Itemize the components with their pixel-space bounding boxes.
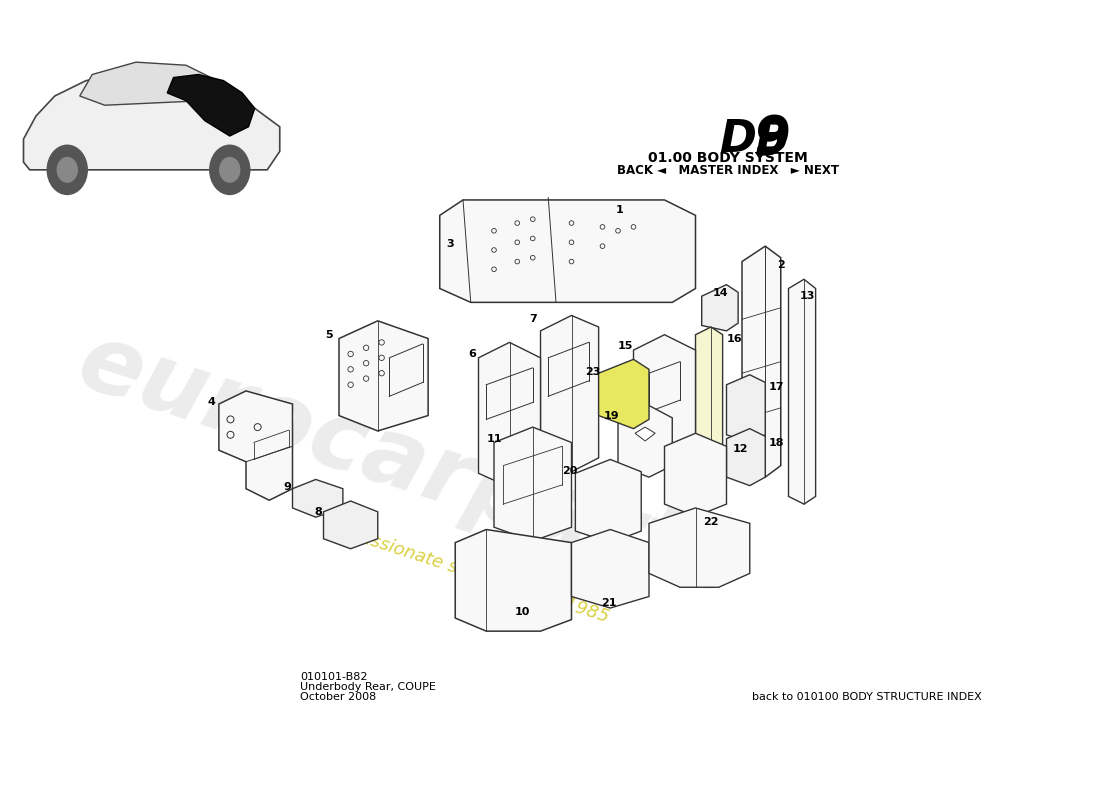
Text: 01.00 BODY SYSTEM: 01.00 BODY SYSTEM [648, 151, 807, 166]
Text: 8: 8 [315, 507, 322, 517]
Circle shape [57, 158, 77, 182]
Text: eurocarparts: eurocarparts [67, 315, 750, 616]
Text: 5: 5 [326, 330, 332, 340]
Polygon shape [635, 427, 656, 441]
Text: back to 010100 BODY STRUCTURE INDEX: back to 010100 BODY STRUCTURE INDEX [752, 692, 982, 702]
Text: 13: 13 [800, 291, 815, 302]
Text: 6: 6 [469, 349, 476, 359]
Text: 7: 7 [529, 314, 537, 324]
Text: a passionate service since 1985: a passionate service since 1985 [331, 520, 610, 626]
Text: 18: 18 [769, 438, 784, 447]
Text: BACK ◄   MASTER INDEX   ► NEXT: BACK ◄ MASTER INDEX ► NEXT [617, 164, 839, 177]
Text: 9: 9 [283, 482, 292, 492]
Polygon shape [742, 246, 781, 477]
Polygon shape [293, 479, 343, 517]
Polygon shape [79, 62, 218, 106]
Polygon shape [695, 327, 723, 466]
Polygon shape [540, 315, 598, 472]
Polygon shape [789, 279, 815, 504]
Polygon shape [649, 508, 750, 587]
Text: 4: 4 [207, 397, 216, 406]
Polygon shape [634, 334, 695, 456]
Text: 2: 2 [777, 261, 784, 270]
Polygon shape [167, 74, 255, 136]
Polygon shape [664, 434, 726, 517]
Text: 23: 23 [585, 366, 601, 377]
Text: 1: 1 [616, 205, 624, 215]
Polygon shape [598, 359, 649, 429]
Text: 17: 17 [769, 382, 784, 392]
Text: Underbody Rear, COUPE: Underbody Rear, COUPE [300, 682, 436, 692]
Polygon shape [572, 530, 649, 608]
Text: 20: 20 [562, 466, 578, 476]
Text: 21: 21 [601, 598, 616, 608]
Text: 19: 19 [604, 410, 619, 421]
Polygon shape [478, 342, 540, 487]
Polygon shape [702, 285, 738, 331]
Polygon shape [339, 321, 428, 431]
Polygon shape [726, 374, 766, 442]
Text: 14: 14 [713, 288, 728, 298]
Polygon shape [23, 74, 279, 170]
Text: 9: 9 [754, 113, 791, 165]
Polygon shape [323, 501, 377, 549]
Text: 15: 15 [618, 342, 634, 351]
Text: DB: DB [718, 118, 790, 161]
Circle shape [47, 146, 87, 194]
Text: 10: 10 [515, 607, 530, 617]
Text: 22: 22 [703, 517, 718, 527]
Text: 11: 11 [486, 434, 502, 444]
Text: 12: 12 [733, 444, 748, 454]
Polygon shape [726, 429, 766, 486]
Polygon shape [219, 391, 293, 500]
Polygon shape [618, 406, 672, 477]
Polygon shape [494, 427, 572, 541]
Circle shape [210, 146, 250, 194]
Polygon shape [455, 530, 572, 631]
Text: October 2008: October 2008 [300, 692, 376, 702]
Text: 16: 16 [726, 334, 742, 343]
Text: 3: 3 [446, 239, 453, 249]
Text: 010101-B82: 010101-B82 [300, 672, 367, 682]
Polygon shape [575, 459, 641, 542]
Circle shape [220, 158, 240, 182]
Polygon shape [440, 200, 695, 302]
